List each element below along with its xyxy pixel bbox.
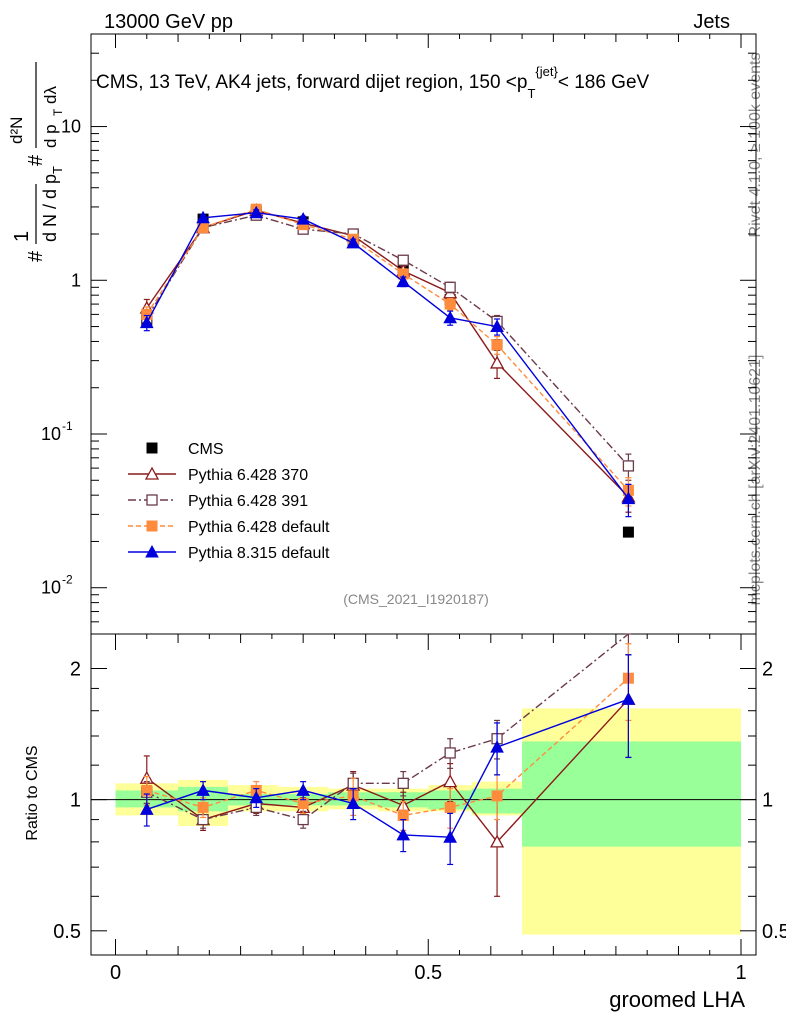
legend-label-pythia-6-428-370: Pythia 6.428 370 (188, 467, 308, 484)
svg-text:d p: d p (41, 124, 60, 148)
top-tick-label: 10 (41, 578, 61, 598)
bottom-frame (90, 633, 757, 956)
point-pythia-8-315-default (139, 315, 154, 329)
point-pythia-8-315-default (249, 790, 264, 804)
ratio-bands (115, 708, 741, 935)
point-pythia-8-315-default (621, 692, 636, 705)
bottom-tick-label-right: 1 (762, 790, 773, 812)
legend-label-pythia-6-428-default: Pythia 6.428 default (188, 519, 330, 536)
legend-marker-pythia-6-428-370 (144, 466, 160, 480)
svg-text:#: # (25, 154, 47, 166)
legend-label-pythia-8-315-default: Pythia 8.315 default (188, 545, 330, 562)
bottom-series-group (139, 633, 636, 897)
bottom-tick-label-left: 0.5 (53, 921, 81, 943)
analysis-id: (CMS_2021_I1920187) (343, 591, 489, 607)
point-pythia-6-428-default (491, 339, 503, 351)
svg-text:d N / d p: d N / d p (40, 174, 60, 242)
legend: CMS Pythia 6.428 370 Pythia 6.428 391 Pythi… (128, 441, 330, 562)
bottom-tick-label-right: 0.5 (762, 921, 786, 943)
point-pythia-8-315-default (396, 827, 411, 841)
point-pythia-8-315-default (396, 274, 411, 288)
legend-label-pythia-6-428-391: Pythia 6.428 391 (188, 493, 308, 510)
point-pythia-8-315-default (296, 212, 310, 225)
point-pythia-8-315-default (139, 802, 154, 815)
x-axis-label: groomed LHA (609, 987, 745, 1012)
point-pythia-6-428-default (197, 801, 209, 813)
bottom-tick-label-left: 2 (70, 658, 81, 680)
svg-text:T: T (50, 166, 65, 174)
point-pythia-6-428-391 (297, 813, 309, 826)
top-series-group (139, 202, 636, 538)
x-tick-label: 0.5 (414, 962, 442, 984)
top-tick-label: 10 (41, 424, 61, 444)
legend-marker-pythia-6-428-391 (146, 494, 158, 506)
bottom-panel: 0.5 0.5 1 1 2 2 0 0.5 1 (53, 633, 786, 984)
header-right: Jets (693, 11, 730, 33)
point-cms (622, 526, 634, 538)
bottom-tick-label-right: 2 (762, 658, 773, 680)
svg-text:dλ: dλ (41, 86, 60, 104)
point-pythia-6-428-391 (444, 747, 456, 759)
legend-marker-cms (146, 442, 158, 454)
svg-text:#: # (25, 250, 47, 262)
top-frame (90, 33, 757, 635)
point-pythia-6-428-391 (622, 460, 635, 472)
point-pythia-6-428-default (444, 801, 456, 813)
point-pythia-8-315-default (346, 235, 361, 249)
bottom-tick-label-left: 1 (70, 790, 81, 812)
bottom-ylabel: Ratio to CMS (24, 745, 41, 840)
top-tick-label-exp: -2 (62, 573, 73, 587)
top-tick-label-exp: -1 (62, 419, 73, 433)
point-pythia-8-315-default (490, 319, 504, 333)
point-pythia-6-428-370 (489, 355, 505, 369)
svg-text:d²N: d²N (7, 117, 26, 144)
top-ylabel: # 1 d N / d p T # d²N d p T dλ (7, 62, 65, 262)
point-pythia-8-315-default (490, 740, 504, 753)
point-pythia-6-428-default (491, 790, 503, 802)
point-pythia-8-315-default (296, 783, 310, 796)
point-pythia-8-315-default (196, 783, 210, 796)
chart-title: CMS, 13 TeV, AK4 jets, forward dijet reg… (96, 64, 650, 101)
x-tick-label: 0 (110, 962, 121, 984)
point-pythia-6-428-370 (489, 834, 505, 848)
point-pythia-8-315-default (196, 210, 210, 224)
legend-marker-pythia-6-428-default (146, 520, 158, 532)
series-line-pythia-6-428-default (146, 677, 629, 817)
point-pythia-6-428-370 (443, 774, 458, 788)
legend-label-cms: CMS (188, 441, 224, 458)
point-pythia-6-428-391 (397, 777, 409, 789)
point-pythia-8-315-default (443, 830, 457, 843)
point-pythia-6-428-391 (444, 281, 456, 293)
legend-marker-pythia-8-315-default (145, 544, 159, 558)
point-pythia-8-315-default (621, 491, 636, 505)
point-pythia-6-428-default (444, 298, 456, 310)
point-pythia-8-315-default (346, 796, 361, 809)
point-pythia-8-315-default (249, 205, 264, 219)
series-line-pythia-6-428-391 (146, 214, 629, 467)
svg-text:1: 1 (11, 231, 33, 242)
point-pythia-6-428-default (397, 809, 409, 821)
series-line-pythia-6-428-default (146, 208, 629, 491)
header-left: 13000 GeV pp (104, 11, 233, 33)
point-pythia-6-428-391 (397, 254, 409, 266)
top-tick-label: 10 (61, 117, 81, 137)
top-tick-label: 1 (71, 270, 81, 290)
point-pythia-8-315-default (443, 310, 457, 324)
svg-text:T: T (51, 108, 65, 116)
x-tick-label: 1 (735, 962, 746, 984)
inner-band-bin (522, 741, 741, 847)
